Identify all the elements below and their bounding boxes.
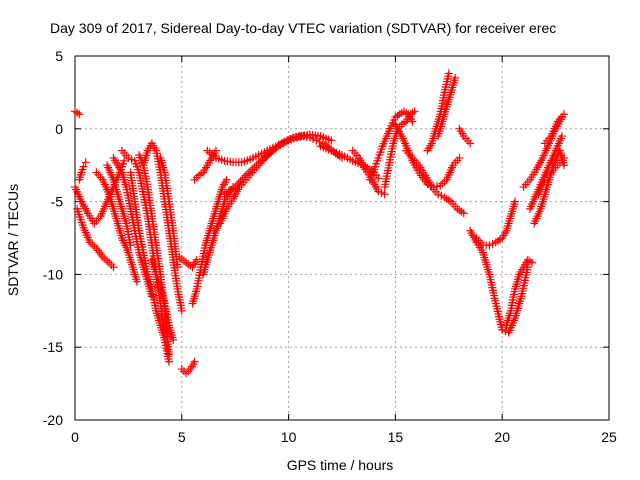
y-tick-label: -20 <box>43 412 63 428</box>
data-point <box>192 255 201 264</box>
data-point <box>232 181 241 190</box>
data-point <box>374 174 383 183</box>
data-points <box>71 69 569 378</box>
x-tick-label: 25 <box>601 429 617 445</box>
data-point <box>182 369 191 378</box>
data-point <box>177 306 186 315</box>
data-point <box>126 241 135 250</box>
data-point <box>192 173 201 182</box>
data-point <box>455 153 464 162</box>
data-point <box>173 263 182 272</box>
data-point <box>451 73 460 82</box>
data-point <box>399 118 408 127</box>
data-point <box>211 146 220 155</box>
data-point <box>410 107 419 116</box>
data-point <box>90 242 99 251</box>
y-tick-label: -15 <box>43 339 63 355</box>
data-point <box>234 179 243 188</box>
y-tick-label: -10 <box>43 266 63 282</box>
data-point <box>560 153 569 162</box>
data-point <box>105 258 114 267</box>
data-point <box>380 190 389 199</box>
y-axis-label: SDTVAR / TECUs <box>5 184 21 296</box>
data-point <box>240 173 249 182</box>
y-tick-label: 0 <box>55 121 63 137</box>
x-axis-label: GPS time / hours <box>287 457 394 473</box>
data-point <box>246 167 255 176</box>
data-point <box>103 256 112 265</box>
x-tick-label: 20 <box>494 429 510 445</box>
data-point <box>100 254 109 263</box>
data-point <box>107 260 116 269</box>
data-point <box>459 209 468 218</box>
data-point <box>560 110 569 119</box>
data-point <box>528 258 537 267</box>
data-point <box>184 367 193 376</box>
data-point <box>238 175 247 184</box>
axis-ticks: 0 5 10 15 20 25 -20 -15 -10 -5 0 5 <box>43 48 617 445</box>
data-point <box>231 183 240 192</box>
x-tick-label: 5 <box>178 429 186 445</box>
data-point <box>444 69 453 78</box>
y-tick-label: 5 <box>55 48 63 64</box>
data-point <box>75 110 84 119</box>
data-point <box>203 146 212 155</box>
y-tick-label: -5 <box>51 194 64 210</box>
data-point <box>236 177 245 186</box>
x-tick-label: 0 <box>71 429 79 445</box>
data-point <box>190 175 199 184</box>
data-point <box>169 335 178 344</box>
data-point <box>190 357 199 366</box>
x-tick-label: 15 <box>388 429 404 445</box>
data-point <box>466 139 475 148</box>
plot-frame <box>74 55 610 421</box>
data-point <box>164 357 173 366</box>
data-point <box>177 365 186 374</box>
data-point <box>73 108 82 117</box>
data-point <box>132 277 141 286</box>
chart-title: Day 309 of 2017, Sidereal Day-to-day VTE… <box>50 20 556 36</box>
x-tick-label: 10 <box>281 429 297 445</box>
data-point <box>222 175 231 184</box>
data-point <box>327 136 336 145</box>
data-point <box>120 156 129 165</box>
data-point <box>511 197 520 206</box>
data-point <box>109 263 118 272</box>
data-point <box>81 158 90 167</box>
data-point <box>79 162 88 171</box>
data-point <box>164 350 173 359</box>
data-point <box>558 132 567 141</box>
data-point <box>197 169 206 178</box>
